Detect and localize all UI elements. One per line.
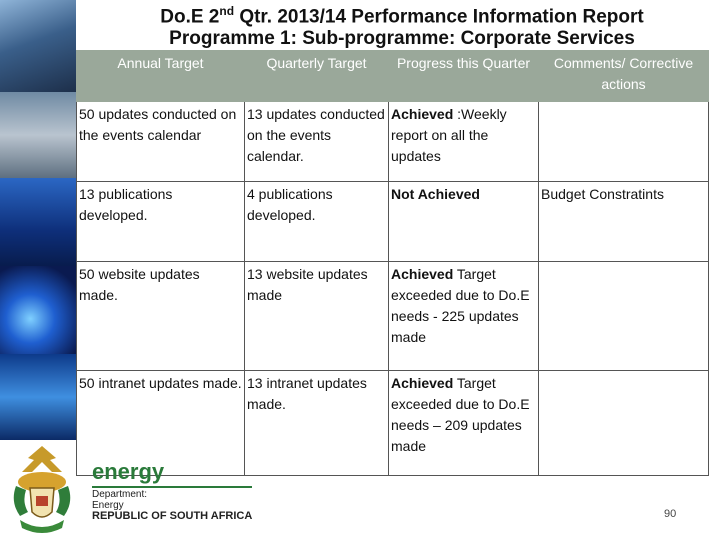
annual-target-cell: 50 website updates made. bbox=[76, 261, 245, 371]
progress-cell: Achieved :Weekly report on all the updat… bbox=[388, 101, 539, 182]
header-comments: Comments/ Corrective actions bbox=[538, 50, 709, 102]
pipeline-image bbox=[0, 92, 76, 178]
gas-flame-image bbox=[0, 266, 76, 354]
wind-turbine-image bbox=[0, 178, 76, 266]
quarterly-target-cell: 13 updates conducted on the events calen… bbox=[244, 101, 389, 182]
table-row: 50 website updates made. 13 website upda… bbox=[76, 261, 709, 371]
annual-target-cell: 13 publications developed. bbox=[76, 181, 245, 262]
progress-detail: :Weekly report on all the updates bbox=[391, 106, 507, 164]
comments-cell bbox=[538, 261, 709, 371]
department-block: Department: Energy REPUBLIC OF SOUTH AFR… bbox=[92, 489, 252, 522]
republic-label: REPUBLIC OF SOUTH AFRICA bbox=[92, 510, 253, 522]
page-title-line2: Programme 1: Sub-programme: Corporate Se… bbox=[169, 28, 635, 49]
header-quarterly-target: Quarterly Target bbox=[244, 50, 389, 102]
page-title-line1: Do.E 2nd Qtr. 2013/14 Performance Inform… bbox=[160, 4, 644, 28]
comments-cell bbox=[538, 370, 709, 476]
quarterly-target-cell: 13 intranet updates made. bbox=[244, 370, 389, 476]
quarterly-target-cell: 13 website updates made bbox=[244, 261, 389, 371]
comments-cell: Budget Constratints bbox=[538, 181, 709, 262]
annual-target-cell: 50 intranet updates made. bbox=[76, 370, 245, 476]
quarterly-target-cell: 4 publications developed. bbox=[244, 181, 389, 262]
solar-panel-image bbox=[0, 0, 76, 92]
side-image-strip bbox=[0, 0, 76, 440]
table-header-row: Annual Target Quarterly Target Progress … bbox=[76, 50, 709, 102]
annual-target-cell: 50 updates conducted on the events calen… bbox=[76, 101, 245, 182]
progress-detail: Target exceeded due to Do.E needs – 209 … bbox=[391, 375, 530, 454]
page-number: 90 bbox=[664, 508, 677, 520]
progress-status: Not Achieved bbox=[391, 186, 480, 202]
dept-name: Energy bbox=[92, 500, 124, 511]
comments-cell bbox=[538, 101, 709, 182]
progress-status: Achieved bbox=[391, 375, 454, 391]
brand-divider bbox=[92, 486, 252, 488]
header-progress: Progress this Quarter bbox=[388, 50, 539, 102]
performance-table: Annual Target Quarterly Target Progress … bbox=[76, 50, 709, 476]
progress-detail: Target exceeded due to Do.E needs - 225 … bbox=[391, 266, 530, 345]
energy-brand: energy bbox=[92, 459, 165, 484]
progress-cell: Achieved Target exceeded due to Do.E nee… bbox=[388, 370, 539, 476]
progress-cell: Not Achieved bbox=[388, 181, 539, 262]
progress-cell: Achieved Target exceeded due to Do.E nee… bbox=[388, 261, 539, 371]
table-row: 50 intranet updates made. 13 intranet up… bbox=[76, 370, 709, 476]
dept-label: Department: bbox=[92, 489, 148, 500]
header-annual-target: Annual Target bbox=[76, 50, 245, 102]
light-bulb-image bbox=[0, 354, 76, 440]
table-row: 13 publications developed. 4 publication… bbox=[76, 181, 709, 262]
table-row: 50 updates conducted on the events calen… bbox=[76, 101, 709, 182]
progress-status: Achieved bbox=[391, 266, 454, 282]
progress-status: Achieved bbox=[391, 106, 454, 122]
coat-of-arms-logo bbox=[13, 446, 71, 533]
